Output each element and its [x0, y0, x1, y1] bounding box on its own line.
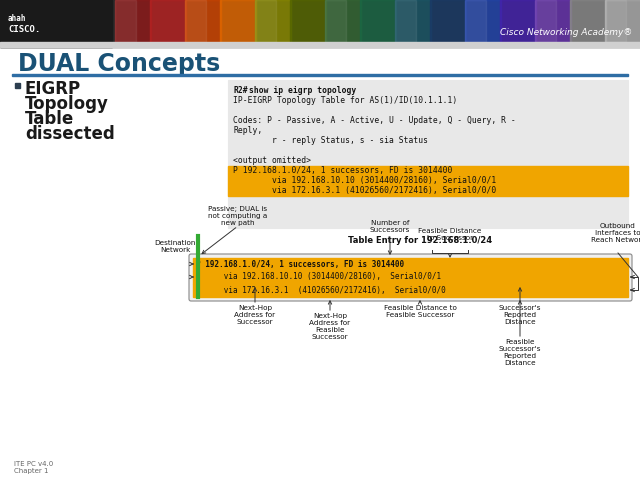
Text: Table: Table	[25, 110, 74, 128]
Text: Feasible Distance to
Feasible Successor: Feasible Distance to Feasible Successor	[383, 305, 456, 318]
Text: via 192.168.10.10 (3014400/28160),  Serial0/0/1: via 192.168.10.10 (3014400/28160), Seria…	[196, 273, 441, 281]
Bar	[185, 0, 206, 42]
Text: Number of
Successors: Number of Successors	[370, 220, 410, 233]
Text: Feasible Distance
to Successor: Feasible Distance to Successor	[419, 228, 482, 241]
Bar	[193, 284, 628, 297]
Bar	[535, 0, 571, 42]
Bar	[570, 0, 606, 42]
Bar	[465, 0, 501, 42]
Text: via 192.168.10.10 (3014400/28160), Serial0/0/1: via 192.168.10.10 (3014400/28160), Seria…	[233, 176, 496, 185]
Text: via 172.16.3.1 (41026560/2172416), Serial0/0/0: via 172.16.3.1 (41026560/2172416), Seria…	[233, 186, 496, 195]
Bar	[325, 0, 361, 42]
Text: Topology: Topology	[25, 95, 109, 113]
Bar	[193, 258, 628, 271]
Text: via 172.16.3.1  (41026560/2172416),  Serial0/0/0: via 172.16.3.1 (41026560/2172416), Seria…	[196, 286, 445, 295]
Bar	[0, 0, 640, 47]
Text: show ip eigrp topology: show ip eigrp topology	[249, 86, 356, 95]
Bar	[15, 83, 20, 88]
Bar	[228, 80, 628, 228]
Bar	[360, 0, 396, 42]
Bar	[605, 0, 640, 42]
Text: Feasible
Successor's
Reported
Distance: Feasible Successor's Reported Distance	[499, 339, 541, 366]
Bar	[12, 74, 628, 75]
Text: Codes: P - Passive, A - Active, U - Update, Q - Query, R -: Codes: P - Passive, A - Active, U - Upda…	[233, 116, 516, 125]
Text: DUAL Concepts: DUAL Concepts	[18, 52, 220, 76]
Text: Next-Hop
Address for
Feasible
Successor: Next-Hop Address for Feasible Successor	[309, 313, 351, 340]
Text: ITE PC v4.0
Chapter 1: ITE PC v4.0 Chapter 1	[14, 461, 53, 474]
Bar	[430, 0, 466, 42]
Text: CISCO.: CISCO.	[8, 25, 40, 34]
Bar	[150, 0, 186, 42]
FancyBboxPatch shape	[189, 254, 632, 301]
Bar	[193, 271, 628, 284]
Bar	[255, 0, 276, 42]
Text: Table Entry for 192.168.1.0/24: Table Entry for 192.168.1.0/24	[348, 236, 492, 245]
Text: EIGRP: EIGRP	[25, 80, 81, 98]
Bar	[115, 0, 136, 42]
Text: Cisco Networking Academy®: Cisco Networking Academy®	[500, 28, 632, 37]
Bar	[228, 166, 628, 196]
Bar	[185, 0, 221, 42]
Text: Passive; DUAL is
not computing a
new path: Passive; DUAL is not computing a new pat…	[209, 206, 268, 226]
Text: <output omitted>: <output omitted>	[233, 156, 311, 165]
Bar	[395, 0, 431, 42]
Bar	[395, 0, 416, 42]
Text: dissected: dissected	[25, 125, 115, 143]
Bar	[115, 0, 151, 42]
Text: P 192.168.1.0/24, 1 successors, FD is 3014400: P 192.168.1.0/24, 1 successors, FD is 30…	[233, 166, 452, 175]
Bar	[0, 42, 640, 47]
Bar	[220, 0, 256, 42]
Text: Reply,: Reply,	[233, 126, 262, 135]
Bar	[500, 0, 536, 42]
Bar	[605, 0, 626, 42]
Text: Destination
Network: Destination Network	[154, 240, 196, 253]
Bar	[535, 0, 556, 42]
Bar	[0, 0, 112, 47]
Text: r - reply Status, s - sia Status: r - reply Status, s - sia Status	[233, 136, 428, 145]
Text: Outbound
Interfaces to
Reach Network: Outbound Interfaces to Reach Network	[591, 223, 640, 243]
Text: R2#: R2#	[233, 86, 248, 95]
Text: ahah: ahah	[8, 14, 26, 23]
Bar	[290, 0, 326, 42]
Bar	[465, 0, 486, 42]
Text: IP-EIGRP Topology Table for AS(1)/ID(10.1.1.1): IP-EIGRP Topology Table for AS(1)/ID(10.…	[233, 96, 457, 105]
Text: Successor's
Reported
Distance: Successor's Reported Distance	[499, 305, 541, 325]
Text: P 192.168.1.0/24, 1 successors, FD is 3014400: P 192.168.1.0/24, 1 successors, FD is 30…	[196, 260, 404, 268]
Bar	[325, 0, 346, 42]
Bar	[255, 0, 291, 42]
Text: Next-Hop
Address for
Successor: Next-Hop Address for Successor	[234, 305, 276, 325]
